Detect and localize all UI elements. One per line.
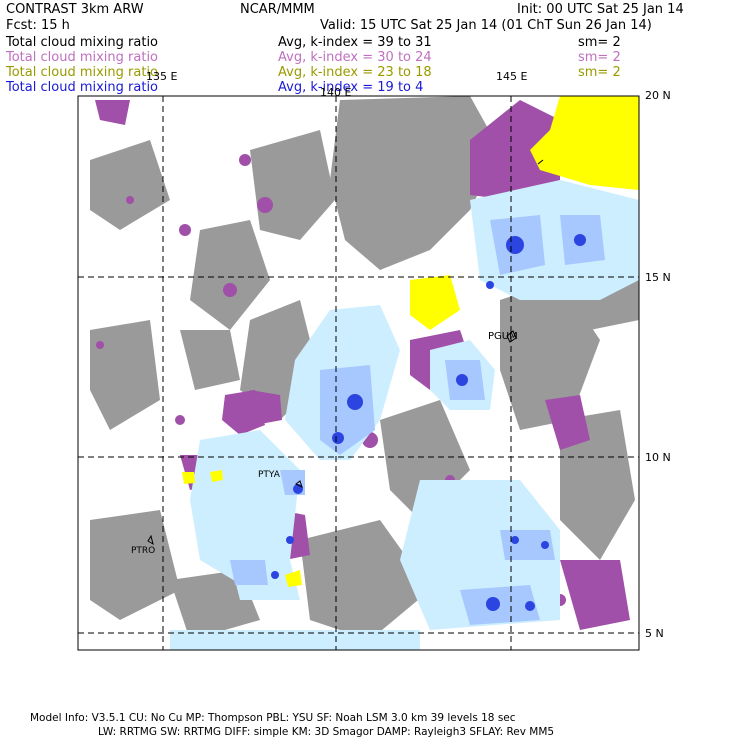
field-kindex-3: Avg, k-index = 23 to 18 — [278, 65, 432, 80]
field-kindex-1: Avg, k-index = 39 to 31 — [278, 35, 432, 50]
field-sm-2: sm= 2 — [578, 50, 621, 65]
field-kindex-4: Avg, k-index = 19 to 4 — [278, 80, 424, 95]
station-ptya: PTYA — [258, 470, 280, 480]
station-ptro: PTRO — [131, 546, 156, 556]
model-title: CONTRAST 3km ARW — [6, 2, 144, 17]
field-name-1: Total cloud mixing ratio — [6, 35, 159, 50]
model-info-line2: LW: RRTMG SW: RRTMG DIFF: simple KM: 3D … — [98, 726, 555, 738]
field-kindex-2: Avg, k-index = 30 to 24 — [278, 50, 432, 65]
coastlines — [147, 159, 544, 546]
field-name-4: Total cloud mixing ratio — [6, 80, 159, 95]
lon-label-145: 145 E — [496, 70, 528, 83]
map-frame — [77, 95, 640, 651]
low-cloud-core — [271, 234, 586, 611]
model-info-line1: Model Info: V3.5.1 CU: No Cu MP: Thompso… — [30, 712, 516, 724]
field-name-3: Total cloud mixing ratio — [6, 65, 159, 80]
valid-time: Valid: 15 UTC Sat 25 Jan 14 (01 ChT Sun … — [320, 18, 652, 33]
field-name-2: Total cloud mixing ratio — [6, 50, 159, 65]
lat-label-15: 15 N — [645, 271, 671, 284]
station-pgum: PGUM — [488, 331, 518, 342]
cloud-layers — [90, 96, 639, 650]
lon-label-135: 135 E — [146, 70, 178, 83]
forecast-hour: Fcst: 15 h — [6, 18, 70, 33]
low-cloud-yellow — [182, 96, 639, 587]
init-time: Init: 00 UTC Sat 25 Jan 14 — [517, 2, 684, 17]
lat-lon-grid — [78, 96, 639, 650]
field-sm-1: sm= 2 — [578, 35, 621, 50]
lat-label-5: 5 N — [645, 627, 664, 640]
org-label: NCAR/MMM — [240, 2, 315, 17]
lat-label-20: 20 N — [645, 89, 671, 102]
field-sm-3: sm= 2 — [578, 65, 621, 80]
lon-label-140: 140 E — [320, 86, 352, 99]
lat-label-10: 10 N — [645, 451, 671, 464]
